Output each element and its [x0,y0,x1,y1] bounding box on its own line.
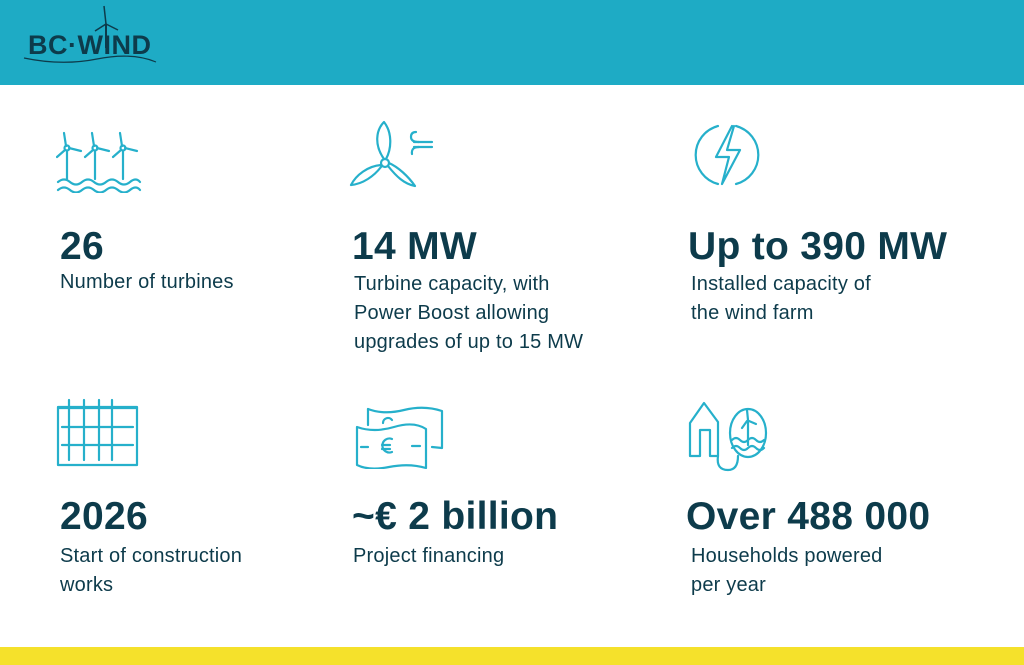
stat-label-capacity: Turbine capacity, with Power Boost allow… [354,273,584,353]
stat-label-construction: Start of construction works [60,545,243,596]
footer-stripe [0,647,1024,665]
stat-label-installed: Installed capacity of the wind farm [691,273,871,324]
logo-turbine-icon [23,5,157,63]
header-bar: BC·WIND [0,0,1024,85]
turbine-wind-icon [349,120,434,188]
lightning-icon [694,124,760,186]
stat-label-households: Households powered per year [691,545,883,596]
offshore-turbines-icon [56,131,142,193]
euro-banknotes-icon [355,406,444,469]
calendar-icon [56,398,139,467]
stat-value-capacity: 14 MW [352,225,478,268]
logo-text: BC·WIND [28,30,152,60]
stat-value-construction: 2026 [60,495,148,538]
house-plug-turbine-icon [688,401,768,472]
stat-label-financing: Project financing [353,545,505,567]
stat-value-turbines: 26 [60,225,104,268]
stat-value-households: Over 488 000 [686,495,931,538]
stat-value-installed: Up to 390 MW [688,225,948,268]
stat-value-financing: ~€ 2 billion [352,495,559,538]
stat-label-turbines: Number of turbines [60,271,234,293]
